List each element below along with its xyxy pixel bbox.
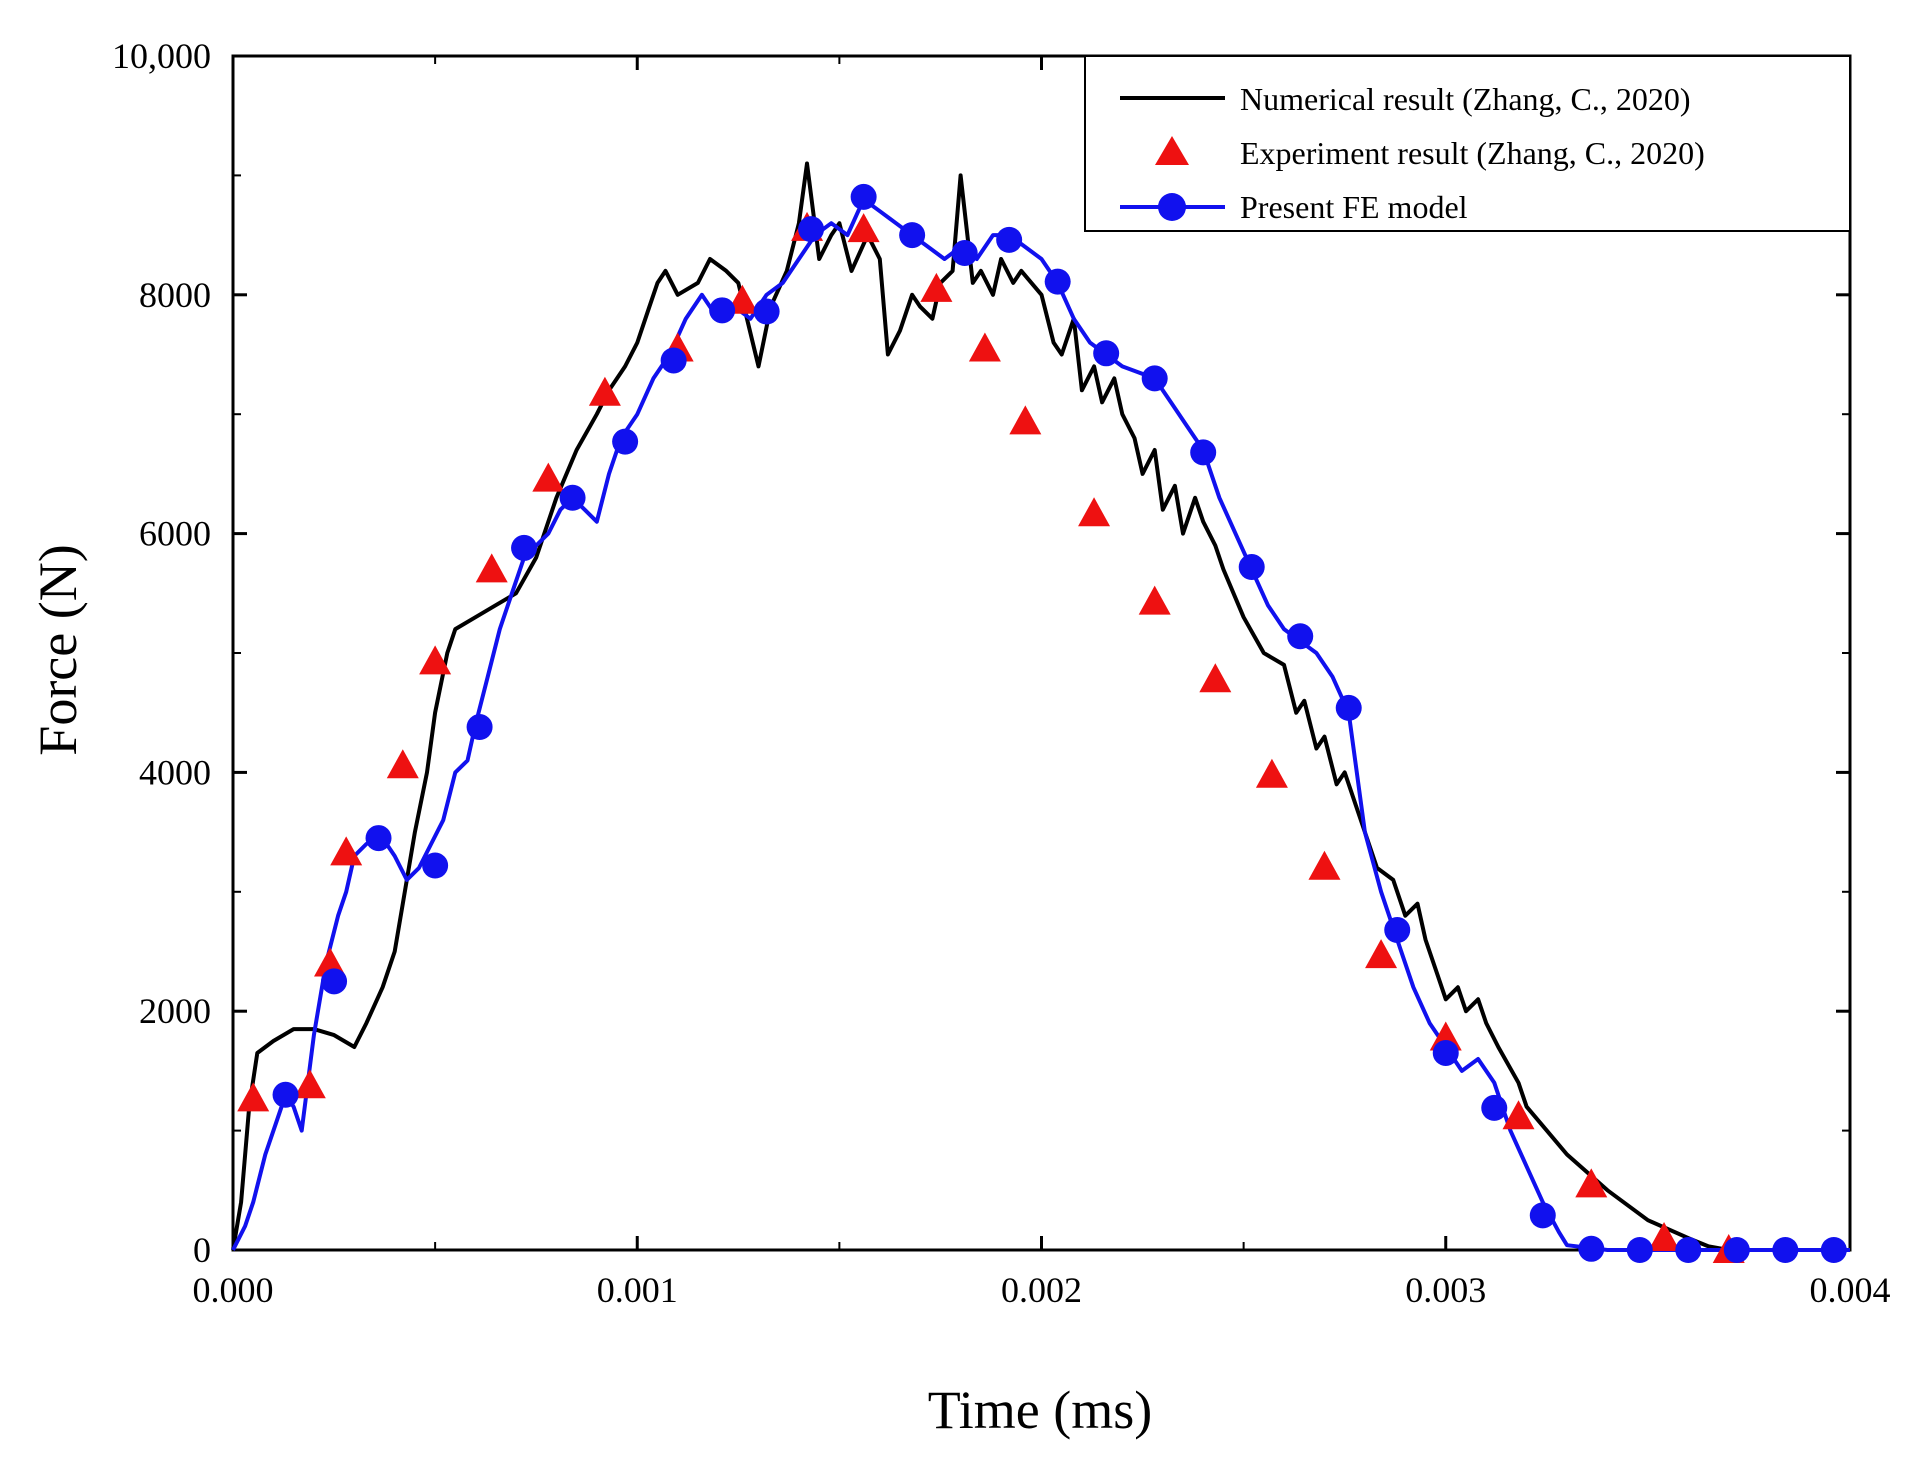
- experiment-point: [847, 213, 880, 243]
- present-point: [850, 183, 877, 210]
- present-point: [1044, 268, 1071, 295]
- x-tick-label: 0.002: [1001, 1270, 1082, 1310]
- plot-frame: [231, 54, 1852, 1252]
- present-point: [466, 714, 493, 741]
- x-tick-label: 0.004: [1810, 1270, 1891, 1310]
- present-point: [709, 297, 736, 324]
- experiment-point: [386, 749, 419, 779]
- legend-numerical-label: Numerical result (Zhang, C., 2020): [1240, 81, 1691, 117]
- legend-present-marker: [1158, 193, 1186, 221]
- experiment-point: [588, 376, 621, 406]
- present-point: [798, 216, 825, 243]
- x-tick-label: 0.001: [597, 1270, 678, 1310]
- present-point: [321, 968, 348, 995]
- y-tick-label: 10,000: [112, 36, 211, 76]
- x-axis-title: Time (ms): [928, 1380, 1153, 1440]
- experiment-point: [1199, 663, 1232, 693]
- experiment-point: [920, 272, 953, 302]
- present-point: [1432, 1039, 1459, 1066]
- y-tick-label: 2000: [139, 991, 211, 1031]
- present-point: [660, 347, 687, 374]
- present-point: [612, 428, 639, 455]
- present-point: [511, 534, 538, 561]
- present-point: [559, 484, 586, 511]
- present-point: [1093, 340, 1120, 367]
- present-point: [996, 226, 1023, 253]
- experiment-point: [1575, 1168, 1608, 1198]
- legend-experiment-marker: [1155, 136, 1189, 165]
- present-point: [365, 825, 392, 852]
- numerical-series-line: [231, 161, 1850, 1252]
- present-point: [1820, 1237, 1847, 1263]
- legend: Numerical result (Zhang, C., 2020) Exper…: [1084, 55, 1851, 232]
- present-point: [753, 298, 780, 325]
- present-point: [1578, 1235, 1605, 1262]
- present-point: [1723, 1237, 1750, 1263]
- experiment-point: [293, 1069, 326, 1099]
- y-tick-label: 8000: [139, 275, 211, 315]
- present-point: [1190, 439, 1217, 466]
- present-point: [1335, 694, 1362, 721]
- experiment-point: [1648, 1222, 1681, 1252]
- present-point: [1238, 554, 1265, 581]
- experiment-point: [1502, 1100, 1535, 1130]
- present-point: [1141, 365, 1168, 392]
- experiment-point: [330, 836, 363, 866]
- experiment-point: [419, 645, 452, 675]
- series-layer: [231, 161, 1850, 1252]
- present-point: [1481, 1094, 1508, 1121]
- y-tick-label: 0: [193, 1230, 211, 1270]
- experiment-point: [1255, 758, 1288, 788]
- x-tick-label: 0.000: [193, 1270, 274, 1310]
- experiment-point: [968, 332, 1001, 362]
- experiment-point: [1138, 585, 1171, 615]
- experiment-point: [237, 1082, 270, 1112]
- present-point: [899, 222, 926, 249]
- present-point: [1772, 1237, 1799, 1263]
- experiment-point: [1078, 497, 1111, 527]
- legend-experiment-label: Experiment result (Zhang, C., 2020): [1240, 135, 1705, 171]
- x-tick-label: 0.003: [1405, 1270, 1486, 1310]
- present-point: [951, 240, 978, 267]
- experiment-point: [1009, 405, 1042, 435]
- experiment-point: [1365, 939, 1398, 969]
- y-axis-title: Force (N): [28, 544, 88, 755]
- markers-layer: [237, 183, 1847, 1263]
- y-tick-label: 4000: [139, 752, 211, 792]
- present-point: [1675, 1237, 1702, 1263]
- legend-present-label: Present FE model: [1240, 189, 1468, 225]
- present-point: [1626, 1237, 1653, 1263]
- experiment-point: [1308, 850, 1341, 880]
- legend-box: [1084, 55, 1851, 232]
- present-point: [1287, 623, 1314, 650]
- present-point: [422, 852, 449, 879]
- y-tick-label: 6000: [139, 514, 211, 554]
- experiment-point: [532, 462, 565, 492]
- experiment-point: [475, 553, 508, 583]
- present-point: [1384, 917, 1411, 944]
- present-point: [1529, 1202, 1556, 1229]
- present-point: [272, 1081, 299, 1108]
